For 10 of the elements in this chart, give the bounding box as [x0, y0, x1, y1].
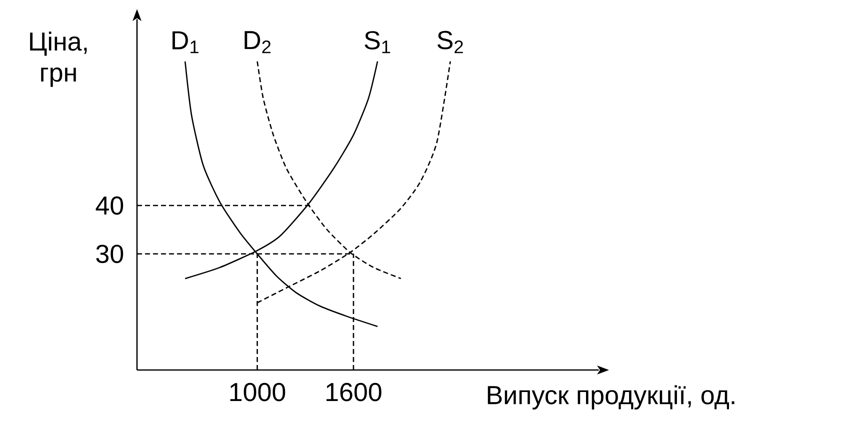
series-label: S$_{1}$ [364, 31, 390, 54]
y-axis-title: Ціна, грн [30, 32, 87, 87]
series-label: S$_{2}$ [438, 30, 463, 54]
x-axis-title: Випуск продукції, од. [488, 385, 734, 410]
y-tick-label: 40 [96, 196, 124, 215]
x-tick-label: 1600 [326, 382, 382, 402]
y-tick-label: 30 [96, 244, 124, 264]
series-label: D$_{1}$ [172, 31, 198, 54]
x-tick-label: 1000 [230, 382, 286, 402]
series-label: D$_{2}$ [244, 31, 271, 54]
